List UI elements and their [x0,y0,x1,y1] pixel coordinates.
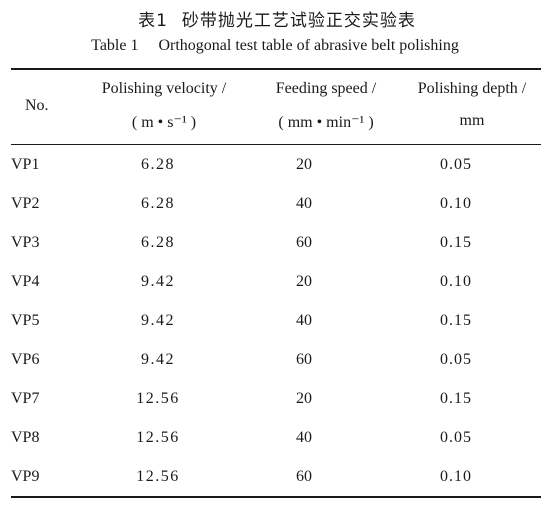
cell-depth: 0.15 [440,311,472,329]
cell-velocity: 6.28 [141,194,175,212]
cell-depth: 0.15 [440,233,472,251]
table-top-rule [11,68,541,70]
cell-velocity: 12.56 [136,467,180,485]
header-velocity-unit: ( m • s⁻¹ ) [131,114,197,131]
table-caption-english: Table 1 Orthogonal test table of abrasive… [0,37,550,55]
cell-feed: 20 [296,272,312,290]
header-feed-unit: ( mm • min⁻¹ ) [278,114,374,131]
header-depth-name: Polishing depth / [417,80,527,97]
cell-depth: 0.15 [440,389,472,407]
cell-depth: 0.10 [440,272,472,290]
caption-english-label: Table 1 [91,37,139,54]
table-row: VP5 9.42 40 0.15 [11,301,541,340]
header-no-label: No. [25,97,49,114]
caption-english-text: Orthogonal test table of abrasive belt p… [158,37,459,54]
header-no: No. [11,97,79,115]
header-depth-unit: mm [459,112,485,129]
caption-chinese-label: 表1 [138,11,168,31]
cell-depth: 0.10 [440,467,472,485]
cell-velocity: 9.42 [141,272,175,290]
cell-no: VP6 [11,350,40,368]
table-row: VP1 6.28 20 0.05 [11,145,541,184]
cell-feed: 60 [296,233,312,251]
cell-no: VP7 [11,389,40,407]
header-velocity-name: Polishing velocity / [101,80,227,97]
cell-feed: 40 [296,311,312,329]
table-row: VP8 12.56 40 0.05 [11,418,541,457]
cell-depth: 0.10 [440,194,472,212]
cell-feed: 20 [296,389,312,407]
cell-velocity: 6.28 [141,155,175,173]
cell-velocity: 12.56 [136,428,180,446]
data-table: VP1 6.28 20 0.05 VP2 6.28 40 0.10 VP3 6.… [11,145,541,496]
table-caption-chinese: 表1 砂带抛光工艺试验正交实验表 [0,6,550,31]
cell-no: VP4 [11,272,40,290]
table-row: VP3 6.28 60 0.15 [11,223,541,262]
cell-depth: 0.05 [440,350,472,368]
cell-velocity: 9.42 [141,350,175,368]
cell-no: VP9 [11,467,40,485]
cell-velocity: 9.42 [141,311,175,329]
cell-velocity: 6.28 [141,233,175,251]
table-row: VP4 9.42 20 0.10 [11,262,541,301]
table-row: VP9 12.56 60 0.10 [11,457,541,496]
header-feed-name: Feeding speed / [275,80,377,97]
cell-velocity: 12.56 [136,389,180,407]
cell-feed: 20 [296,155,312,173]
cell-feed: 40 [296,428,312,446]
cell-feed: 40 [296,194,312,212]
cell-no: VP3 [11,233,40,251]
cell-no: VP1 [11,155,40,173]
cell-feed: 60 [296,350,312,368]
caption-chinese-text: 砂带抛光工艺试验正交实验表 [181,11,416,31]
cell-depth: 0.05 [440,428,472,446]
table-bottom-rule [11,496,541,498]
table-row: VP6 9.42 60 0.05 [11,340,541,379]
cell-no: VP2 [11,194,40,212]
table-row: VP7 12.56 20 0.15 [11,379,541,418]
cell-no: VP5 [11,311,40,329]
cell-feed: 60 [296,467,312,485]
table-row: VP2 6.28 40 0.10 [11,184,541,223]
cell-no: VP8 [11,428,40,446]
table-header-rule [11,144,541,145]
cell-depth: 0.05 [440,155,472,173]
